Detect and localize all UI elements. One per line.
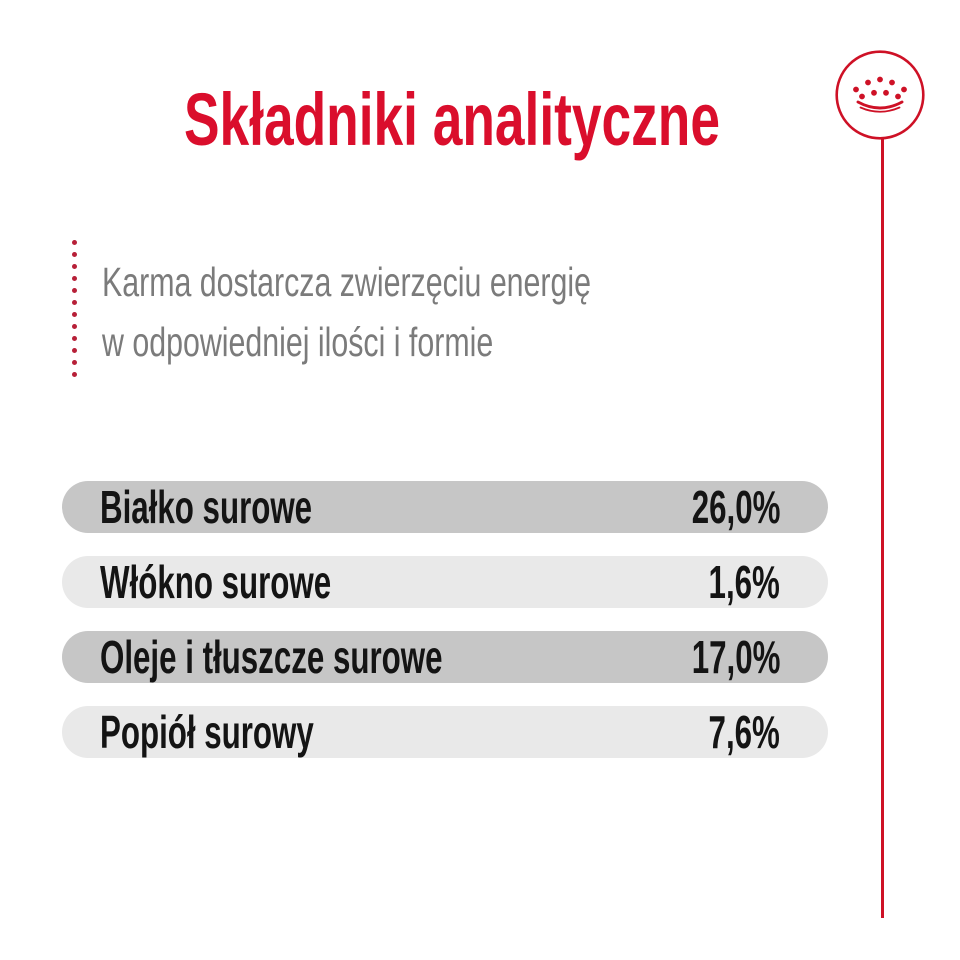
row-value: 1,6% bbox=[708, 556, 780, 608]
intro-line-1: Karma dostarcza zwierzęciu energię bbox=[102, 259, 592, 305]
analytical-table: Białko surowe 26,0% Włókno surowe 1,6% O… bbox=[62, 481, 828, 781]
dot bbox=[71, 252, 77, 257]
dot bbox=[71, 372, 77, 377]
intro-line-2: w odpowiedniej ilości i formie bbox=[102, 319, 494, 365]
dot bbox=[71, 240, 77, 245]
dotted-accent-line bbox=[71, 240, 77, 377]
table-row: Oleje i tłuszcze surowe 17,0% bbox=[62, 631, 828, 683]
vertical-accent-line bbox=[880, 138, 884, 918]
table-row: Popiół surowy 7,6% bbox=[62, 706, 828, 758]
dot bbox=[71, 276, 77, 281]
dot bbox=[71, 288, 77, 293]
table-row: Białko surowe 26,0% bbox=[62, 481, 828, 533]
row-value: 26,0% bbox=[691, 481, 780, 533]
dot bbox=[71, 312, 77, 317]
row-value: 17,0% bbox=[691, 631, 780, 683]
row-value: 7,6% bbox=[708, 706, 780, 758]
dot bbox=[71, 324, 77, 329]
brand-logo bbox=[835, 50, 925, 140]
dot bbox=[71, 300, 77, 305]
dot bbox=[71, 336, 77, 341]
table-row: Włókno surowe 1,6% bbox=[62, 556, 828, 608]
row-label: Włókno surowe bbox=[100, 556, 332, 608]
row-label: Popiół surowy bbox=[100, 706, 314, 758]
dot bbox=[71, 348, 77, 353]
intro-text: Karma dostarcza zwierzęciu energię w odp… bbox=[102, 252, 763, 372]
row-label: Białko surowe bbox=[100, 481, 313, 533]
row-label: Oleje i tłuszcze surowe bbox=[100, 631, 443, 683]
page-title: Składniki analityczne bbox=[184, 78, 720, 161]
dot bbox=[71, 360, 77, 365]
crown-icon bbox=[835, 50, 925, 140]
dot bbox=[71, 264, 77, 269]
